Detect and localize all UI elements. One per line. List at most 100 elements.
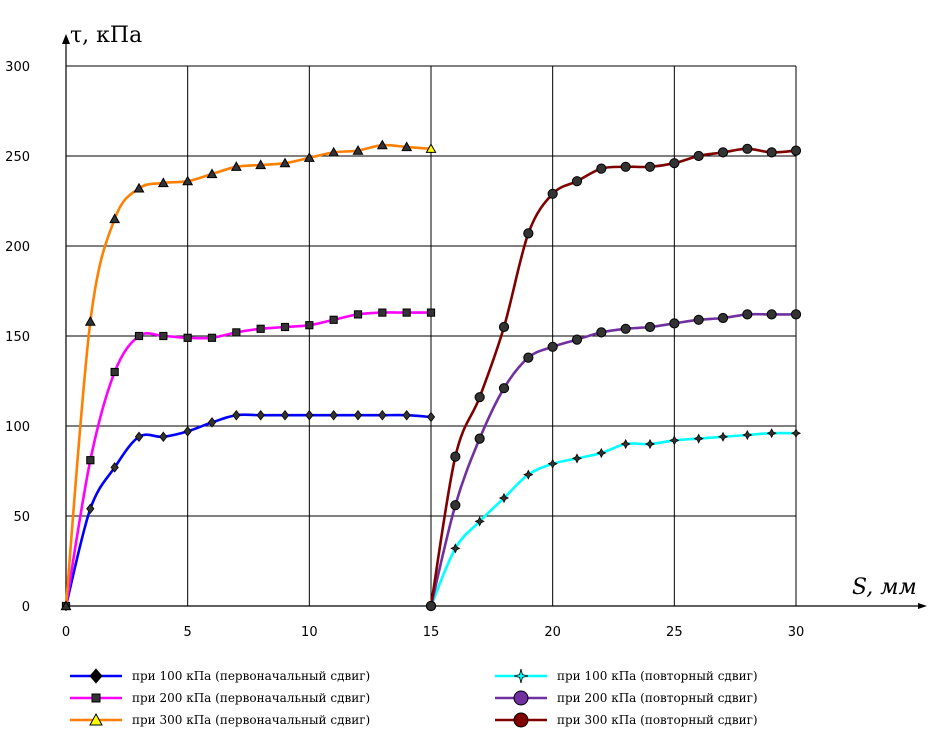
series-2-point-14: [402, 308, 411, 317]
series-1-line: [64, 413, 433, 608]
series-3-line: [64, 143, 433, 608]
series-3-point-1: [84, 315, 96, 326]
y-tick-label-6: 300: [5, 60, 30, 75]
series-6-point-8: [620, 161, 631, 172]
series-3-point-12: [352, 144, 364, 155]
legend-entry-4: при 100 кПа (повторный сдвиг): [495, 668, 758, 684]
series-3-point-5: [182, 175, 194, 186]
legend-marker-4: [513, 668, 529, 684]
series-4-point-15: [790, 428, 802, 439]
series-6: [425, 143, 802, 612]
series-1-point-8: [256, 409, 265, 421]
legend-marker-6: [513, 712, 529, 728]
series-1-point-10: [305, 409, 314, 421]
series-6-point-13: [742, 143, 753, 154]
series-4-point-3: [498, 492, 510, 504]
series-2-point-11: [329, 315, 338, 324]
series-2-point-9: [280, 322, 290, 332]
series-6-point-1: [450, 451, 461, 462]
series-5: [425, 309, 802, 612]
legend-label-2: при 200 кПа (первоначальный сдвиг): [132, 691, 370, 705]
series-3-point-4: [157, 177, 169, 188]
legend-entry-2: при 200 кПа (первоначальный сдвиг): [70, 691, 370, 705]
series-group: [60, 139, 802, 612]
series-4-point-7: [596, 447, 607, 459]
series-6-point-2: [474, 392, 485, 403]
series-1-point-1: [86, 503, 95, 515]
series-5-point-7: [596, 327, 607, 338]
series-2-point-5: [183, 333, 192, 342]
series-3: [60, 139, 437, 611]
legend-entry-1: при 100 кПа (первоначальный сдвиг): [70, 668, 370, 684]
series-1: [61, 409, 436, 612]
series-1-point-15: [426, 411, 436, 423]
series-5-point-13: [742, 309, 753, 320]
series-4-point-14: [766, 428, 777, 439]
series-3-point-0: [60, 600, 72, 611]
series-1-point-11: [329, 409, 338, 421]
series-6-point-6: [571, 176, 583, 187]
y-tick-label-3: 150: [5, 330, 30, 345]
series-4-point-11: [693, 433, 704, 444]
series-1-point-14: [402, 409, 411, 421]
x-axis-arrow: [918, 603, 927, 609]
series-5-line: [429, 312, 798, 608]
series-2-point-3: [134, 331, 144, 341]
x-tick-label-3: 15: [423, 625, 440, 640]
y-tick-label-2: 100: [5, 420, 30, 435]
series-6-point-10: [669, 158, 680, 169]
series-4-point-8: [620, 438, 631, 450]
y-tick-label-4: 200: [5, 240, 30, 255]
series-3-point-7: [230, 161, 242, 171]
series-5-point-2: [474, 433, 485, 444]
series-4-point-6: [571, 453, 583, 464]
y-tick-label-5: 250: [5, 150, 30, 165]
series-2-point-2: [110, 367, 119, 377]
series-6-point-0: [425, 600, 437, 612]
series-5-point-15: [790, 309, 802, 320]
series-3-point-9: [279, 157, 291, 168]
series-5-point-11: [693, 314, 704, 325]
series-5-point-12: [717, 312, 729, 324]
series-4-point-13: [742, 429, 753, 441]
series-4-line: [429, 431, 798, 608]
series-3-point-8: [255, 159, 267, 170]
series-6-point-15: [790, 145, 802, 156]
legend-entry-3: при 300 кПа (первоначальный сдвиг): [70, 712, 370, 727]
series-1-point-3: [134, 431, 144, 443]
legend-label-5: при 200 кПа (повторный сдвиг): [557, 691, 758, 705]
series-1-point-5: [183, 426, 192, 437]
series-4-point-10: [669, 435, 680, 446]
x-tick-label-5: 25: [666, 625, 683, 640]
legend-label-4: при 100 кПа (повторный сдвиг): [557, 669, 758, 683]
series-4-point-4: [523, 469, 534, 480]
series-6-point-14: [766, 147, 777, 158]
y-axis-label: τ, кПа: [70, 23, 142, 48]
series-4-point-9: [644, 438, 656, 450]
series-4-point-12: [717, 431, 729, 442]
series-2-point-13: [378, 308, 387, 317]
series-1-point-12: [353, 409, 363, 421]
x-axis-label: S, мм: [852, 575, 917, 600]
series-6-point-11: [693, 150, 704, 162]
series-3-point-10: [303, 152, 315, 162]
series-5-point-9: [644, 321, 656, 333]
legend-marker-3: [89, 712, 103, 726]
series-6-point-5: [547, 188, 558, 199]
series-1-point-7: [232, 409, 241, 421]
legend-label-1: при 100 кПа (первоначальный сдвиг): [132, 669, 370, 683]
series-3-point-6: [206, 168, 218, 179]
series-5-point-3: [498, 383, 510, 394]
series-2-point-8: [256, 324, 265, 333]
x-tick-label-1: 5: [184, 625, 192, 640]
series-2-point-6: [207, 333, 217, 342]
legend-label-3: при 300 кПа (первоначальный сдвиг): [132, 713, 370, 727]
y-axis-arrow: [62, 34, 70, 44]
x-tick-label-6: 30: [788, 625, 805, 640]
series-5-point-6: [571, 334, 583, 345]
legend-marker-5: [513, 690, 529, 706]
series-1-point-4: [159, 431, 168, 443]
series-1-point-2: [110, 462, 119, 473]
legend-label-6: при 300 кПа (повторный сдвиг): [557, 713, 758, 727]
